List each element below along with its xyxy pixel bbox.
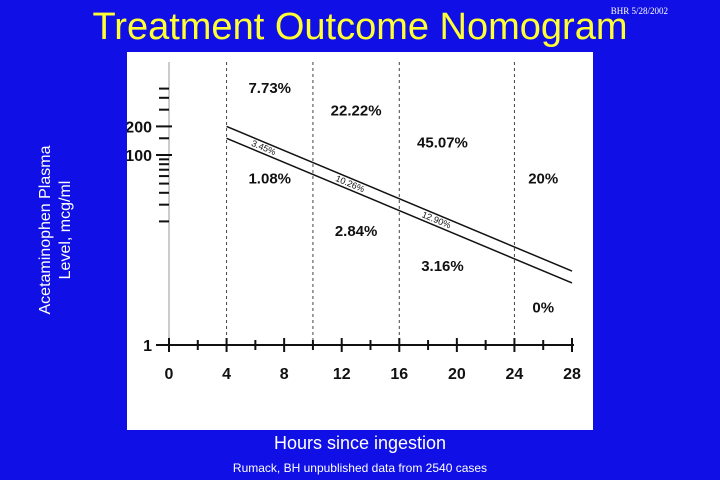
region-percent-label: 45.07%	[417, 134, 468, 151]
x-axis-label: Hours since ingestion	[273, 433, 447, 453]
y-axis-label: Acetaminophen Plasma Level, mcg/ml	[36, 146, 76, 315]
y-tick-label: 100	[127, 148, 152, 165]
source-note: Rumack, BH unpublished data from 2540 ca…	[232, 461, 488, 475]
region-percent-label: 22.22%	[331, 103, 382, 120]
x-tick-label: 16	[390, 366, 408, 383]
date-stamp: BHR 5/28/2002	[610, 6, 668, 16]
y-tick-label: 200	[127, 119, 152, 136]
x-tick-label: 24	[506, 366, 524, 383]
line-percent-label: 10.26%	[334, 173, 366, 194]
x-tick-label: 12	[333, 366, 351, 383]
y-tick-label: 1	[143, 338, 152, 355]
region-percent-label: 0%	[532, 299, 554, 316]
nomogram-chart: 0 4 8 12 16 20 24 2811002003.45%10.26%12.90%7.7…	[125, 62, 581, 383]
x-tick-label: 28	[563, 366, 581, 383]
x-tick-label: 0	[165, 366, 174, 383]
treatment-line-1	[226, 125, 573, 272]
treatment-line-2	[226, 137, 573, 284]
x-tick-label: 20	[448, 366, 466, 383]
nomogram-panel: 0 4 8 12 16 20 24 28 1 100 200 3.45% 10.26% 12.90% 7.7…	[125, 52, 593, 430]
region-percent-label: 2.84%	[335, 223, 378, 240]
x-tick-label: 8	[280, 366, 289, 383]
x-tick-label: 4	[222, 366, 231, 383]
slide-title: Treatment Outcome Nomogram	[92, 6, 628, 48]
line-percent-label: 12.90%	[420, 209, 452, 230]
region-percent-label: 7.73%	[248, 80, 291, 97]
region-percent-label: 1.08%	[248, 171, 291, 188]
region-percent-label: 20%	[528, 171, 558, 188]
region-percent-label: 3.16%	[421, 258, 464, 275]
y-axis-label-line1: Acetaminophen Plasma	[37, 145, 54, 315]
y-axis-label-line2: Level, mcg/ml	[57, 180, 74, 280]
